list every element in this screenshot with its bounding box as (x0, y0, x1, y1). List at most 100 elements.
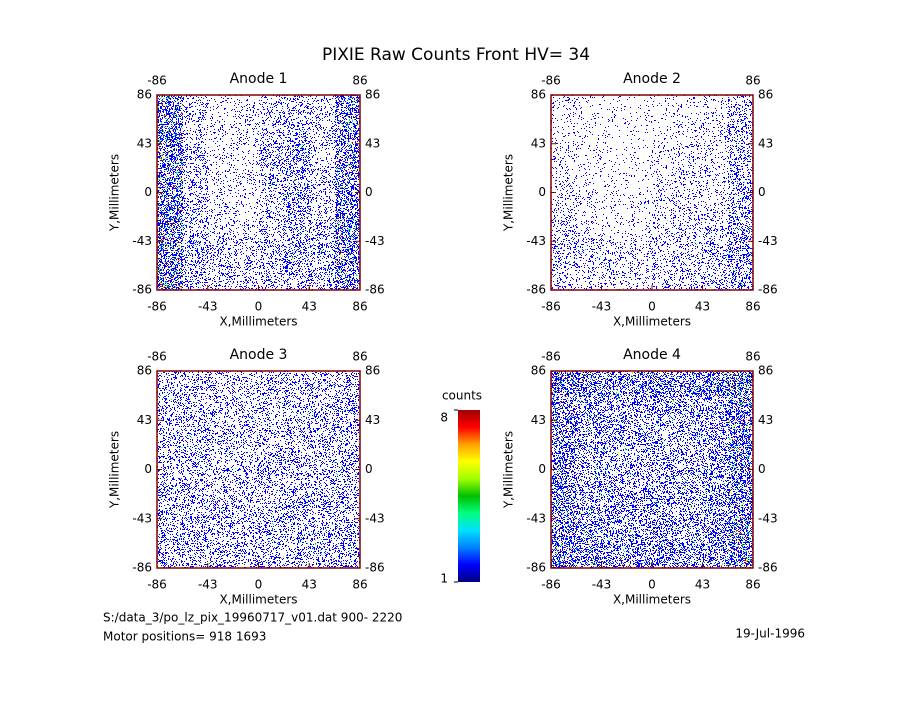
pixel-counts (337, 169, 358, 193)
pixel-counts (652, 495, 678, 519)
date: 19-Jul-1996 (735, 627, 805, 641)
pixel-counts (577, 242, 602, 266)
pixel-counts (317, 283, 328, 287)
pixel-counts (163, 483, 164, 484)
pixel-counts (243, 510, 244, 511)
pixel-counts (244, 448, 251, 453)
y2-tick-label: -86 (758, 283, 778, 297)
pixel-counts (297, 423, 298, 424)
y-tick-label: 43 (137, 136, 152, 150)
pixel-counts (703, 95, 728, 120)
y-tick-label: 43 (531, 136, 546, 150)
pixel-counts (602, 471, 607, 474)
pixel-counts (678, 266, 703, 290)
pixel-counts (602, 445, 627, 470)
pixel-counts (551, 501, 575, 516)
pixel-counts (234, 396, 259, 421)
panel-title: Anode 3 (230, 347, 288, 363)
pixel-counts (214, 551, 224, 556)
pixel-counts (168, 375, 169, 376)
pixel-counts (703, 217, 728, 242)
pixel-counts (592, 436, 593, 437)
pixel-counts (331, 104, 332, 105)
pixel-counts (652, 421, 678, 445)
pixel-counts (208, 169, 234, 193)
pixel-counts (234, 193, 258, 216)
pixel-counts (691, 434, 699, 439)
pixel-counts (297, 192, 298, 193)
pixel-counts (307, 96, 309, 113)
y-axis-label: Y,Millimeters (108, 154, 122, 232)
y-tick-label: 0 (144, 462, 152, 476)
pixel-counts (630, 371, 652, 394)
pixel-counts (627, 421, 652, 445)
pixel-counts (307, 495, 308, 496)
pixel-counts (605, 544, 627, 552)
pixel-counts (551, 445, 577, 470)
pixel-counts (288, 179, 298, 191)
pixel-counts (318, 170, 319, 171)
pixel-counts (208, 242, 234, 266)
pixel-counts (678, 544, 703, 568)
pixel-counts (709, 285, 710, 286)
pixel-counts (551, 144, 577, 169)
pixel-counts (703, 120, 728, 144)
pixel-counts (335, 120, 360, 144)
pixel-counts (335, 95, 360, 120)
pixel-counts (650, 506, 651, 507)
pixel-counts (631, 417, 632, 418)
pixel-counts (703, 371, 728, 396)
pixel-counts (607, 464, 612, 470)
pixel-counts (157, 470, 183, 495)
pixel-counts (602, 544, 627, 568)
pixel-counts (609, 489, 612, 494)
pixel-counts (670, 416, 671, 417)
pixel-counts (602, 495, 627, 519)
pixel-counts (599, 435, 600, 436)
pixel-counts (706, 545, 716, 568)
y-tick-label: -86 (132, 561, 152, 575)
y2-tick-label: 43 (758, 136, 773, 150)
pixel-counts (208, 544, 234, 568)
pixel-counts (335, 144, 360, 169)
pixel-counts (299, 193, 302, 199)
pixel-counts (693, 276, 694, 277)
pixel-counts (284, 242, 310, 266)
pixel-counts (626, 261, 627, 262)
pixel-counts (728, 495, 753, 519)
pixel-counts (294, 243, 296, 248)
pixel-counts (264, 125, 265, 126)
pixel-counts (606, 372, 625, 396)
pixel-counts (183, 515, 184, 516)
pixel-counts (652, 144, 678, 169)
pixel-counts (157, 421, 183, 445)
pixel-counts (627, 544, 652, 568)
pixel-counts (678, 421, 703, 445)
x-tick-label: 86 (745, 300, 760, 314)
pixel-counts (577, 266, 602, 290)
pixel-counts (284, 544, 310, 568)
pixel-counts (620, 516, 621, 517)
pixel-counts (339, 178, 352, 188)
pixel-counts (693, 528, 699, 537)
pixel-counts (614, 520, 619, 525)
pixel-counts (340, 128, 352, 143)
pixel-counts (629, 548, 630, 553)
figure-title: PIXIE Raw Counts Front HV= 34 (322, 45, 590, 65)
pixel-counts (208, 495, 234, 519)
pixel-counts (310, 396, 335, 421)
y-tick-label: 0 (538, 462, 546, 476)
pixel-counts (324, 269, 332, 272)
pixel-counts (287, 460, 288, 461)
pixel-counts (551, 470, 577, 495)
pixel-counts (734, 196, 743, 204)
pixel-counts (747, 389, 748, 390)
pixel-counts (264, 455, 265, 456)
pixel-counts (259, 371, 284, 396)
pixel-counts (708, 469, 709, 470)
pixel-counts (238, 399, 239, 400)
pixel-counts (273, 433, 274, 434)
pixel-counts (311, 410, 312, 411)
pixel-counts (310, 470, 335, 495)
pixel-counts (240, 288, 241, 289)
